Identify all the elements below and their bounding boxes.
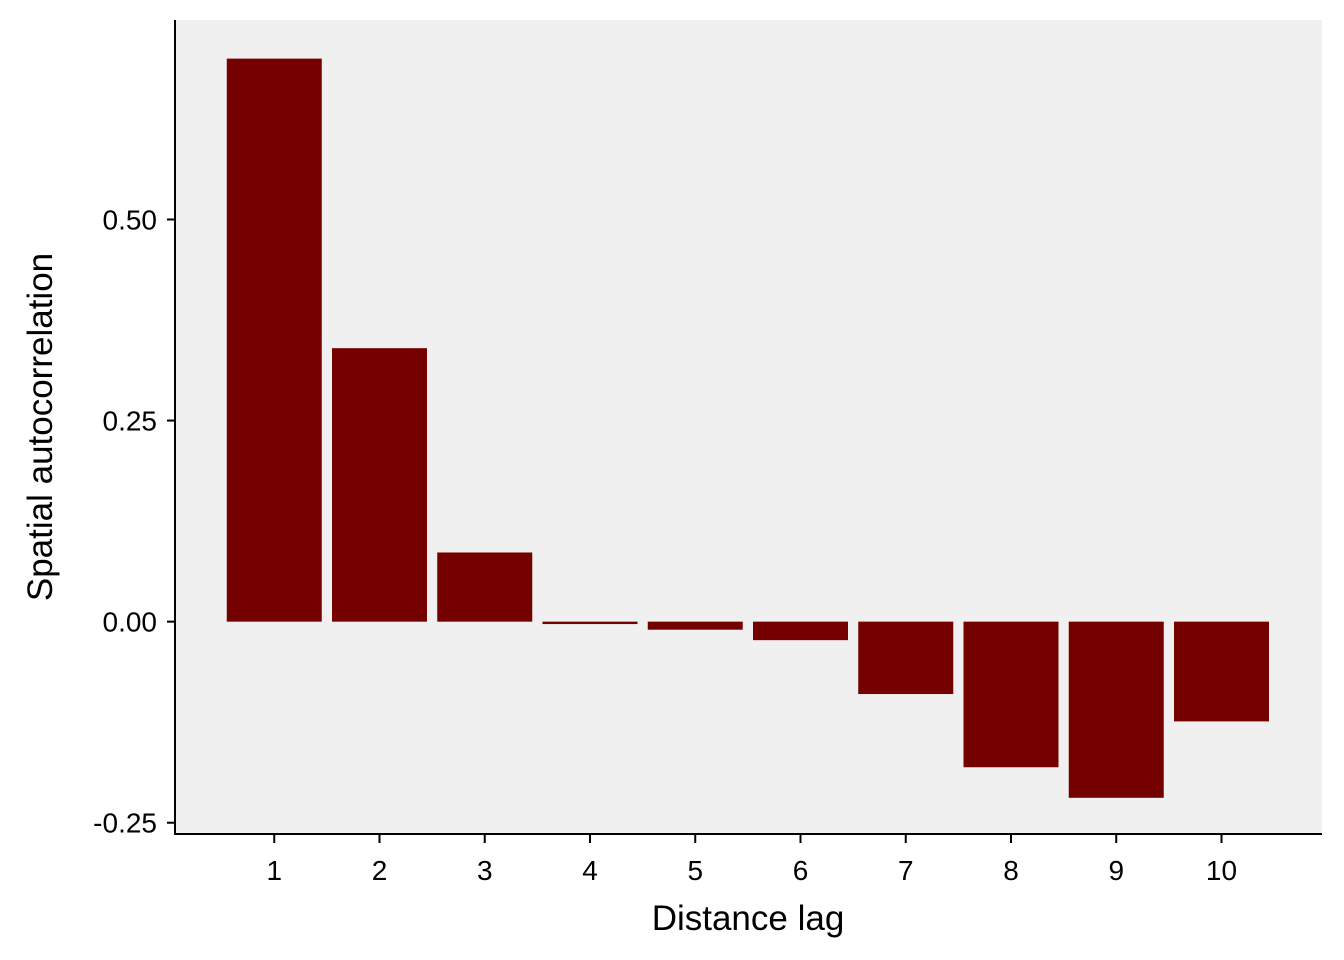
y-axis-title: Spatial autocorrelation [21, 253, 60, 601]
bar-8 [963, 621, 1059, 768]
x-tick-label: 1 [266, 855, 282, 886]
x-tick-label: 2 [372, 855, 388, 886]
bar-7 [858, 621, 954, 695]
y-axis-ticks: -0.25 0.00 0.25 0.50 [93, 204, 175, 839]
bar-2 [332, 348, 427, 622]
x-tick-label: 4 [582, 855, 598, 886]
bar-10 [1174, 621, 1269, 722]
bar-9 [1068, 621, 1164, 798]
bar-6 [753, 621, 848, 641]
bar-4 [542, 621, 638, 625]
x-tick-label: 5 [687, 855, 703, 886]
y-tick-label: -0.25 [93, 808, 157, 839]
bar-3 [437, 552, 533, 622]
x-axis-ticks: 1 2 3 4 5 6 7 8 9 10 [266, 834, 1237, 886]
x-tick-label: 9 [1108, 855, 1124, 886]
x-tick-label: 10 [1206, 855, 1237, 886]
x-axis-title: Distance lag [652, 899, 845, 938]
bars [226, 58, 1269, 798]
y-tick-label: 0.50 [103, 204, 158, 235]
x-tick-label: 6 [793, 855, 809, 886]
x-tick-label: 3 [477, 855, 493, 886]
y-tick-label: 0.25 [103, 406, 158, 437]
x-tick-label: 7 [898, 855, 914, 886]
bar-5 [647, 621, 743, 630]
x-tick-label: 8 [1003, 855, 1019, 886]
y-tick-label: 0.00 [103, 607, 158, 638]
bar-1 [226, 58, 322, 622]
